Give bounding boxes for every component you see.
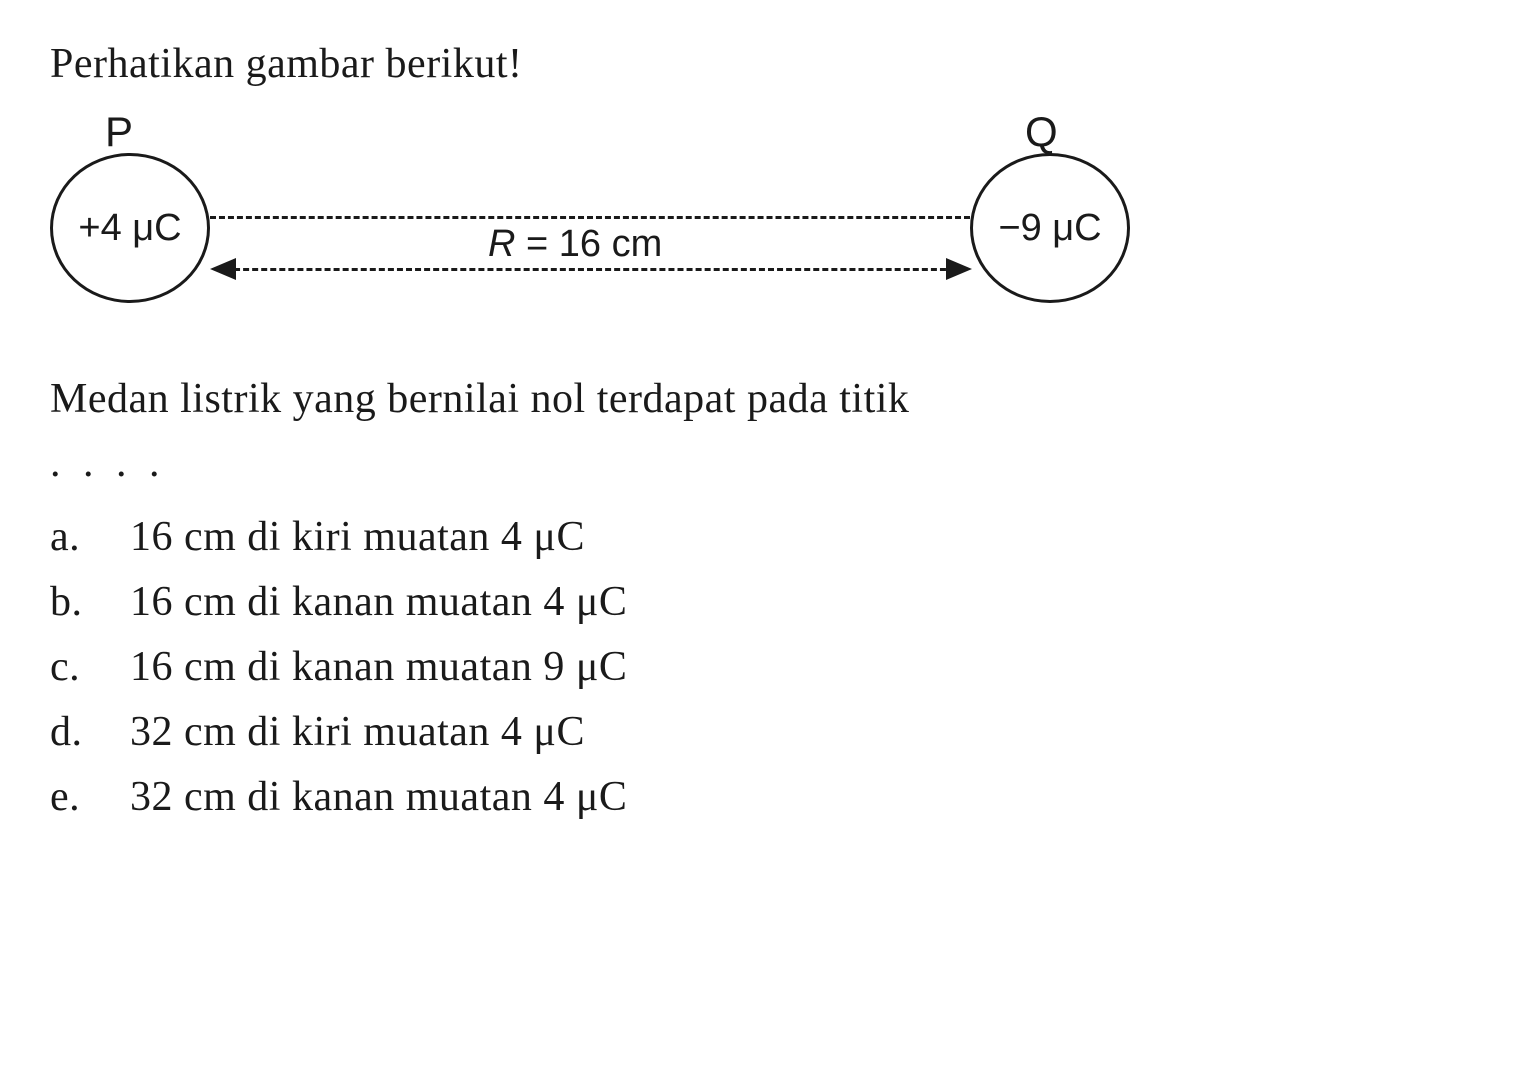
option-e-letter: e. bbox=[50, 765, 130, 830]
arrow-right-icon bbox=[946, 258, 972, 280]
label-p: P bbox=[105, 108, 133, 156]
ellipsis: . . . . bbox=[50, 439, 1477, 487]
charge-circle-q: −9 μC bbox=[970, 153, 1130, 303]
option-d-text: 32 cm di kiri muatan 4 μC bbox=[130, 700, 585, 765]
option-d: d. 32 cm di kiri muatan 4 μC bbox=[50, 700, 1477, 765]
option-c-text: 16 cm di kanan muatan 9 μC bbox=[130, 635, 627, 700]
option-a: a. 16 cm di kiri muatan 4 μC bbox=[50, 505, 1477, 570]
question-text: Medan listrik yang bernilai nol terdapat… bbox=[50, 368, 1477, 431]
option-b-text: 16 cm di kanan muatan 4 μC bbox=[130, 570, 627, 635]
option-d-letter: d. bbox=[50, 700, 130, 765]
distance-variable: R bbox=[488, 223, 515, 265]
answer-options: a. 16 cm di kiri muatan 4 μC b. 16 cm di… bbox=[50, 505, 1477, 830]
option-e-text: 32 cm di kanan muatan 4 μC bbox=[130, 765, 627, 830]
distance-line bbox=[225, 268, 955, 271]
distance-label: R = 16 cm bbox=[480, 223, 670, 266]
option-c-letter: c. bbox=[50, 635, 130, 700]
charge-circle-p: +4 μC bbox=[50, 153, 210, 303]
option-c: c. 16 cm di kanan muatan 9 μC bbox=[50, 635, 1477, 700]
connector-line bbox=[210, 216, 970, 219]
option-a-text: 16 cm di kiri muatan 4 μC bbox=[130, 505, 585, 570]
option-b-letter: b. bbox=[50, 570, 130, 635]
label-q: Q bbox=[1025, 108, 1058, 156]
distance-value: = 16 cm bbox=[515, 223, 662, 265]
instruction-title: Perhatikan gambar berikut! bbox=[50, 40, 1477, 88]
charge-p-value: +4 μC bbox=[78, 207, 181, 250]
option-b: b. 16 cm di kanan muatan 4 μC bbox=[50, 570, 1477, 635]
physics-diagram: P Q +4 μC −9 μC R = 16 cm bbox=[50, 108, 1477, 308]
charge-q-value: −9 μC bbox=[998, 207, 1101, 250]
option-a-letter: a. bbox=[50, 505, 130, 570]
option-e: e. 32 cm di kanan muatan 4 μC bbox=[50, 765, 1477, 830]
